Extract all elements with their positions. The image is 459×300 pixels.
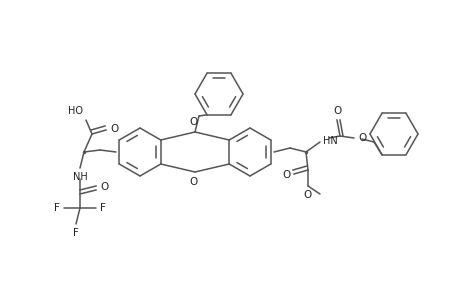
Text: O: O	[303, 190, 312, 200]
Text: HO: HO	[68, 106, 83, 116]
Text: F: F	[54, 203, 60, 213]
Text: F: F	[100, 203, 106, 213]
Text: O: O	[190, 117, 198, 127]
Text: O: O	[357, 133, 365, 143]
Text: O: O	[190, 177, 198, 187]
Text: O: O	[110, 124, 118, 134]
Text: NH: NH	[73, 172, 87, 182]
Text: F: F	[73, 228, 79, 238]
Text: O: O	[100, 182, 108, 192]
Text: HN: HN	[322, 136, 337, 146]
Text: O: O	[333, 106, 341, 116]
Text: O: O	[282, 170, 291, 180]
